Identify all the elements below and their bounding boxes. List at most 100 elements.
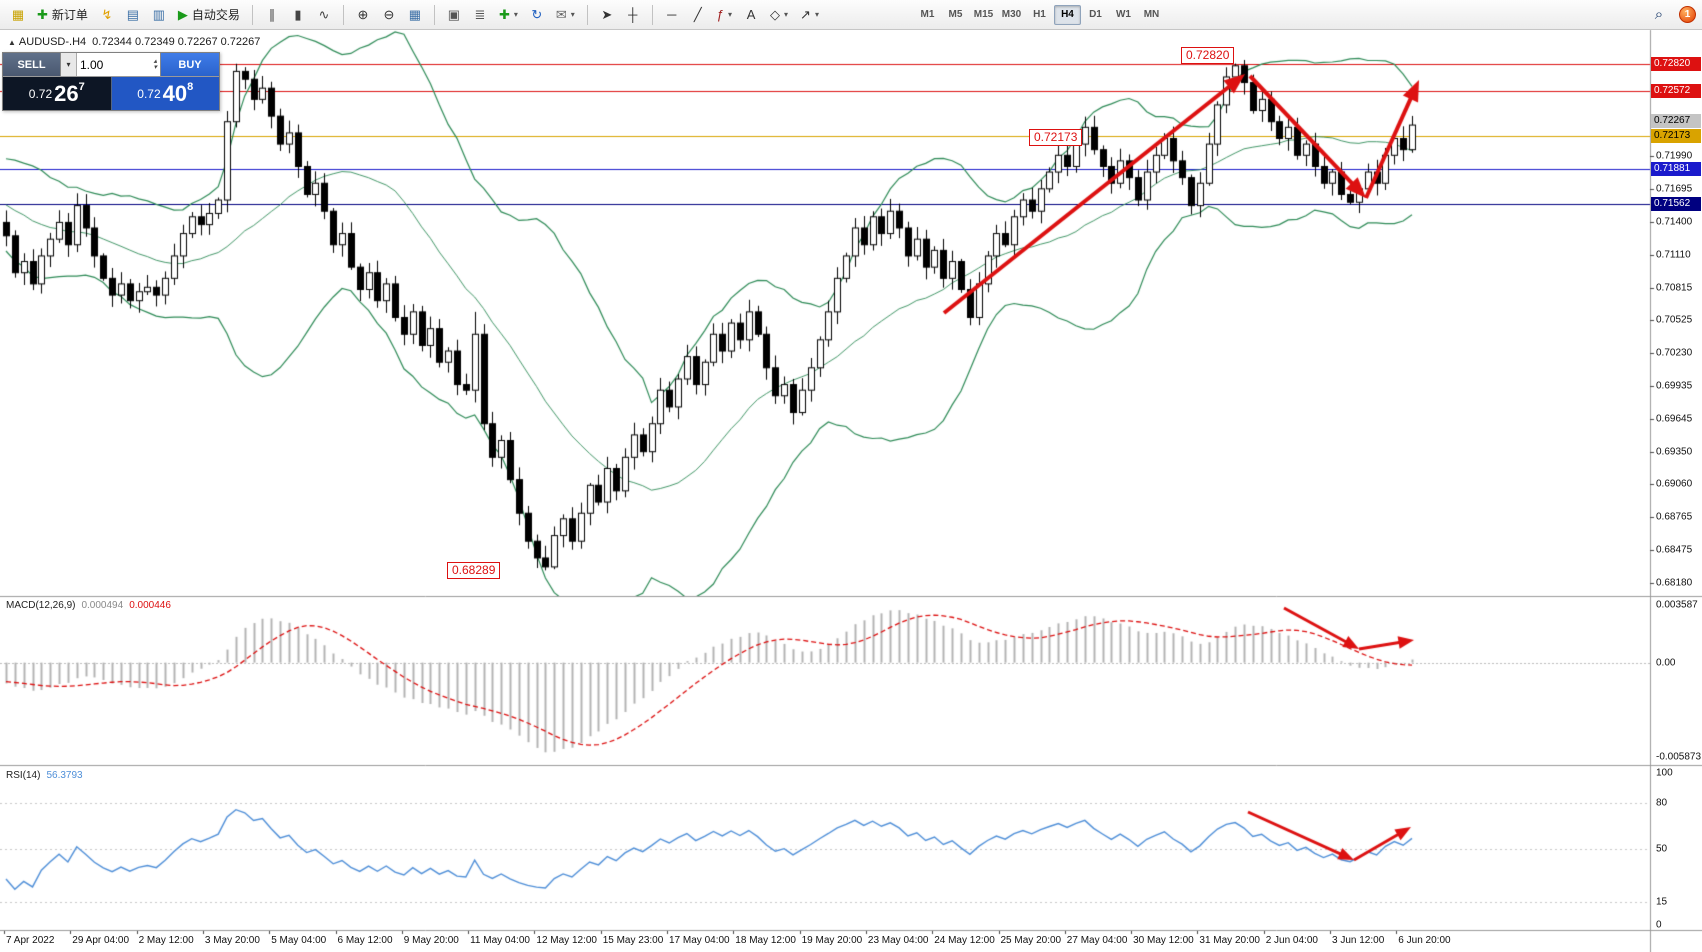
terminal-button[interactable]: ▥ [147, 3, 171, 27]
trendline-icon: ╱ [693, 7, 702, 22]
toolbar-button-group: ▦ ✚ 新订单 ↯ ▤ ▥ ▶ 自动交易 ∥ ▮ ∿ ⊕ ⊖ ▦ ▣ ≣ ✚ ▾ ↻ ✉ ▾ ➤ ┼ ─ ╱ ƒ ▾ A ◇ ▾ ↗ ▾ [6, 3, 824, 27]
new-order-icon: ✚ [37, 7, 48, 22]
text-tool-button[interactable]: A [739, 3, 763, 27]
sell-price-main: 0.72 [28, 86, 53, 101]
dropdown-caret-icon: ▾ [513, 10, 518, 19]
terminal-icon: ▥ [152, 7, 166, 22]
shapes-button[interactable]: ◇ ▾ [765, 3, 793, 27]
timeframe-h4[interactable]: H4 [1053, 4, 1081, 25]
cascade-windows-icon: ▣ [447, 7, 461, 22]
fibonacci-icon: ƒ [716, 7, 725, 22]
timeframe-m1[interactable]: M1 [920, 9, 935, 20]
buy-button[interactable]: BUY [161, 53, 219, 76]
toolbar-separator [651, 4, 653, 25]
chart-title: ▲ AUDUSD-.H4 0.72344 0.72349 0.72267 0.722… [8, 36, 260, 48]
notification-badge[interactable]: 1 [1679, 6, 1696, 23]
volume-spinner: ▴ ▾ [153, 57, 157, 71]
algo-trading-button[interactable]: ▶ 自动交易 [173, 3, 245, 27]
mail-button[interactable]: ✉ ▾ [551, 3, 580, 27]
sell-price-button[interactable]: 0.72 26 7 [3, 77, 112, 110]
rsi-indicator-label: RSI(14) 56.3793 [6, 770, 83, 781]
dropdown-caret-icon: ▾ [814, 10, 819, 19]
cursor-icon: ➤ [601, 7, 613, 22]
shapes-icon: ◇ [770, 7, 781, 22]
volume-down-arrow[interactable]: ▾ [153, 63, 157, 71]
crosshair-icon: ┼ [628, 7, 638, 22]
refresh-icon: ↻ [531, 7, 543, 22]
toolbar-right-group: ⌕ 1 [1647, 3, 1696, 27]
line-chart-button[interactable]: ∿ [312, 3, 336, 27]
crosshair-button[interactable]: ┼ [621, 3, 645, 27]
tile-windows-button[interactable]: ▦ [403, 3, 427, 27]
market-depth-icon: ▤ [126, 7, 140, 22]
add-indicator-button[interactable]: ✚ ▾ [494, 3, 523, 27]
trendline-button[interactable]: ╱ [686, 3, 710, 27]
symbol-marker-icon: ▲ [8, 38, 16, 47]
zoom-out-button[interactable]: ⊖ [377, 3, 401, 27]
buy-price-big: 40 [162, 80, 188, 106]
timeframe-mn[interactable]: MN [1143, 9, 1160, 20]
rsi-name: RSI(14) [6, 770, 41, 781]
buy-price-button[interactable]: 0.72 40 8 [111, 77, 219, 110]
toolbar-separator [433, 4, 435, 25]
zoom-in-icon: ⊕ [357, 7, 369, 22]
volume-dropdown-caret[interactable]: ▾ [61, 53, 77, 76]
cursor-button[interactable]: ➤ [595, 3, 619, 27]
sell-button[interactable]: SELL [3, 53, 61, 76]
add-indicator-icon: ✚ [498, 7, 510, 22]
timeframe-d1[interactable]: D1 [1089, 9, 1102, 20]
new-order-button[interactable]: ✚ 新订单 [32, 3, 93, 27]
mail-icon: ✉ [555, 7, 567, 22]
timeframe-m15[interactable]: M15 [973, 9, 994, 20]
zoom-in-button[interactable]: ⊕ [351, 3, 375, 27]
macd-main-value: 0.000494 [81, 600, 124, 611]
chart-symbol-timeframe: AUDUSD-.H4 [18, 36, 87, 48]
horizontal-line-button[interactable]: ─ [660, 3, 684, 27]
sell-price-sup: 7 [78, 81, 85, 93]
rsi-value: 56.3793 [46, 770, 83, 781]
algo-trading-icon: ▶ [177, 7, 188, 22]
timeframe-m30[interactable]: M30 [1001, 9, 1022, 20]
main-toolbar: ▦ ✚ 新订单 ↯ ▤ ▥ ▶ 自动交易 ∥ ▮ ∿ ⊕ ⊖ ▦ ▣ ≣ ✚ ▾ ↻ ✉ ▾ ➤ ┼ ─ ╱ ƒ ▾ A ◇ ▾ ↗ ▾ M1… [0, 0, 1702, 30]
candles-chart-button[interactable]: ▮ [286, 3, 310, 27]
dropdown-caret-icon: ▾ [570, 10, 575, 19]
bars-chart-icon: ∥ [268, 7, 276, 22]
timeframe-m5[interactable]: M5 [948, 9, 963, 20]
bolt-icon[interactable]: ↯ [95, 3, 119, 27]
candles-chart-icon: ▮ [294, 7, 302, 22]
one-click-controls-row: SELL ▾ 1.00 ▴ ▾ BUY [3, 53, 219, 77]
timeframe-toolbar: M1 M5 M15 M30 H1 H4 D1 W1 MN [914, 4, 1165, 25]
search-button[interactable]: ⌕ [1647, 3, 1671, 27]
cascade-windows-button[interactable]: ▣ [442, 3, 466, 27]
window-list-icon: ≣ [474, 7, 486, 22]
chart-ohlc-values: 0.72344 0.72349 0.72267 0.72267 [92, 36, 261, 48]
fibonacci-button[interactable]: ƒ ▾ [712, 3, 737, 27]
new-chart-icon: ▦ [11, 7, 25, 22]
timeframe-h1[interactable]: H1 [1033, 9, 1046, 20]
market-depth-button[interactable]: ▤ [121, 3, 145, 27]
toolbar-separator [251, 4, 253, 25]
toolbar-separator [586, 4, 588, 25]
algo-trading-button-label: 自动交易 [191, 8, 240, 22]
arrow-tool-button[interactable]: ↗ ▾ [795, 3, 824, 27]
window-list-button[interactable]: ≣ [468, 3, 492, 27]
new-chart-button[interactable]: ▦ [6, 3, 30, 27]
one-click-price-row: 0.72 26 7 0.72 40 8 [3, 77, 219, 110]
volume-up-arrow[interactable]: ▴ [153, 57, 157, 65]
volume-value: 1.00 [80, 57, 104, 72]
macd-name: MACD(12,26,9) [6, 600, 76, 611]
timeframe-w1[interactable]: W1 [1115, 9, 1131, 20]
refresh-button[interactable]: ↻ [525, 3, 549, 27]
toolbar-separator [342, 4, 344, 25]
horizontal-line-icon: ─ [667, 7, 677, 22]
tile-windows-icon: ▦ [408, 7, 422, 22]
zoom-out-icon: ⊖ [383, 7, 395, 22]
sell-price-big: 26 [54, 80, 79, 106]
dropdown-caret-icon: ▾ [784, 10, 789, 19]
volume-field[interactable]: 1.00 ▴ ▾ [77, 53, 161, 76]
search-icon: ⌕ [1654, 6, 1664, 23]
macd-indicator-label: MACD(12,26,9) 0.000494 0.000446 [6, 600, 171, 611]
bars-chart-button[interactable]: ∥ [260, 3, 284, 27]
one-click-trading-panel: SELL ▾ 1.00 ▴ ▾ BUY 0.72 26 7 0.72 40 8 [2, 52, 220, 111]
